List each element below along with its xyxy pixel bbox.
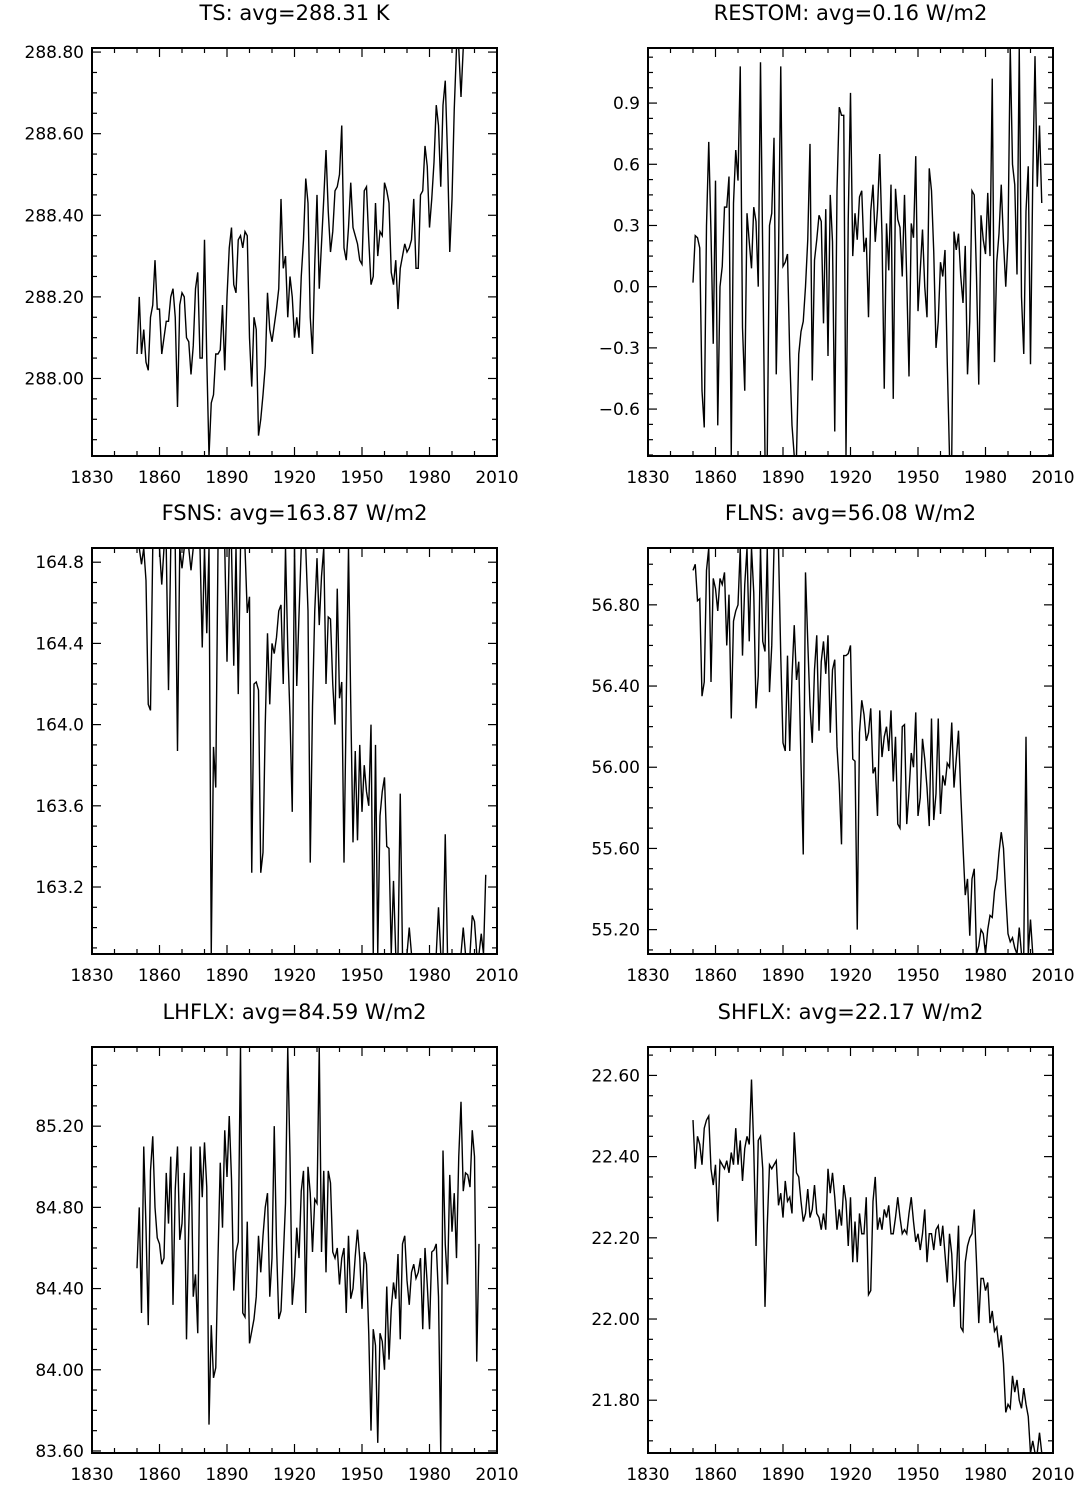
y-tick-label: 0.0 xyxy=(613,278,640,298)
panel-title: LHFLX: avg=84.59 W/m2 xyxy=(162,1000,426,1024)
y-tick-label: 288.80 xyxy=(25,43,84,63)
x-tick-label: 1920 xyxy=(273,1465,316,1485)
x-tick-label: 1920 xyxy=(829,468,872,488)
y-tick-label: 0.6 xyxy=(613,155,640,175)
panel-6: SHFLX: avg=22.17 W/m2 1830 1860 1890 1920 195… xyxy=(591,1000,1074,1485)
panel-title: FSNS: avg=163.87 W/m2 xyxy=(162,501,428,525)
x-tick-label: 1950 xyxy=(340,468,383,488)
series-line xyxy=(692,548,1042,954)
x-tick-label: 1950 xyxy=(896,468,939,488)
x-tick-label: 1860 xyxy=(138,1465,181,1485)
plot-frame xyxy=(647,1046,1054,1454)
x-tick-label: 1830 xyxy=(70,966,113,986)
x-tick-label: 1830 xyxy=(626,468,669,488)
panel-title: SHFLX: avg=22.17 W/m2 xyxy=(718,1000,984,1024)
y-tick-label: 22.00 xyxy=(591,1310,640,1330)
panel-1: TS: avg=288.31 K 1830 1860 1890 1920 1950 1980… xyxy=(25,1,519,488)
x-tick-label: 1980 xyxy=(964,468,1007,488)
x-tick-label: 1950 xyxy=(340,966,383,986)
x-tick-label: 1860 xyxy=(694,468,737,488)
y-tick-label: 56.40 xyxy=(591,677,640,697)
y-tick-label: 288.00 xyxy=(25,369,84,389)
y-tick-label: 164.4 xyxy=(35,634,84,654)
y-tick-label: 163.6 xyxy=(35,797,84,817)
x-tick-label: 1830 xyxy=(70,1465,113,1485)
series-line xyxy=(136,1047,480,1453)
x-tick-label: 1890 xyxy=(205,468,248,488)
panel-5: LHFLX: avg=84.59 W/m2 1830 1860 1890 1920 195… xyxy=(35,1000,518,1485)
x-tick-label: 1860 xyxy=(694,966,737,986)
panel-3: FSNS: avg=163.87 W/m2 1830 1860 1890 1920 195… xyxy=(35,501,518,986)
x-tick-label: 1890 xyxy=(761,1465,804,1485)
y-tick-label: 0.3 xyxy=(613,216,640,236)
series-line xyxy=(137,548,487,954)
y-tick-label: 84.00 xyxy=(35,1361,84,1381)
x-tick-label: 2010 xyxy=(1031,1465,1074,1485)
y-tick-label: 0.9 xyxy=(613,94,640,114)
y-tick-label: 85.20 xyxy=(35,1117,84,1137)
x-tick-label: 1980 xyxy=(408,966,451,986)
x-tick-label: 1950 xyxy=(896,966,939,986)
panel-4: FLNS: avg=56.08 W/m2 1830 1860 1890 1920 1950… xyxy=(591,501,1074,986)
x-tick-label: 1920 xyxy=(273,468,316,488)
y-tick-label: 288.40 xyxy=(25,206,84,226)
y-tick-label: −0.3 xyxy=(599,339,640,359)
series-line xyxy=(692,48,1043,456)
x-tick-label: 1980 xyxy=(408,1465,451,1485)
x-tick-label: 2010 xyxy=(475,1465,518,1485)
y-tick-label: 22.40 xyxy=(591,1148,640,1168)
x-tick-label: 1860 xyxy=(138,966,181,986)
y-tick-label: −0.6 xyxy=(599,400,640,420)
x-tick-label: 1890 xyxy=(205,966,248,986)
panel-title: RESTOM: avg=0.16 W/m2 xyxy=(714,1,988,25)
x-tick-label: 1920 xyxy=(829,966,872,986)
y-tick-label: 22.60 xyxy=(591,1066,640,1086)
x-tick-label: 1920 xyxy=(273,966,316,986)
y-tick-label: 288.60 xyxy=(25,125,84,145)
y-tick-label: 83.60 xyxy=(35,1442,84,1462)
x-tick-label: 2010 xyxy=(1031,468,1074,488)
x-tick-label: 1860 xyxy=(694,1465,737,1485)
y-tick-label: 21.80 xyxy=(591,1391,640,1411)
x-tick-label: 1890 xyxy=(205,1465,248,1485)
plot-frame xyxy=(647,547,1054,955)
x-tick-label: 1890 xyxy=(761,468,804,488)
x-tick-label: 1890 xyxy=(761,966,804,986)
series-line xyxy=(692,1079,1043,1453)
x-tick-label: 2010 xyxy=(1031,966,1074,986)
x-tick-label: 1920 xyxy=(829,1465,872,1485)
x-tick-label: 1950 xyxy=(896,1465,939,1485)
y-tick-label: 163.2 xyxy=(35,878,84,898)
x-tick-label: 1980 xyxy=(408,468,451,488)
y-tick-label: 84.80 xyxy=(35,1198,84,1218)
y-tick-label: 55.20 xyxy=(591,921,640,941)
x-tick-label: 1980 xyxy=(964,1465,1007,1485)
panel-title: TS: avg=288.31 K xyxy=(198,1,390,25)
x-tick-label: 2010 xyxy=(475,966,518,986)
y-tick-label: 164.0 xyxy=(35,716,84,736)
series-line xyxy=(136,48,464,456)
y-tick-label: 164.8 xyxy=(35,553,84,573)
x-tick-label: 1950 xyxy=(340,1465,383,1485)
y-tick-label: 22.20 xyxy=(591,1229,640,1249)
x-tick-label: 1830 xyxy=(626,966,669,986)
y-tick-label: 56.80 xyxy=(591,596,640,616)
y-tick-label: 84.40 xyxy=(35,1280,84,1300)
x-tick-label: 1830 xyxy=(626,1465,669,1485)
x-tick-label: 1830 xyxy=(70,468,113,488)
y-tick-label: 56.00 xyxy=(591,758,640,778)
y-tick-label: 288.20 xyxy=(25,288,84,308)
panel-2: RESTOM: avg=0.16 W/m2 1830 1860 1890 1920 195… xyxy=(599,1,1075,488)
x-tick-label: 2010 xyxy=(475,468,518,488)
x-tick-label: 1860 xyxy=(138,468,181,488)
y-tick-label: 55.60 xyxy=(591,839,640,859)
x-tick-label: 1980 xyxy=(964,966,1007,986)
panel-title: FLNS: avg=56.08 W/m2 xyxy=(725,501,976,525)
